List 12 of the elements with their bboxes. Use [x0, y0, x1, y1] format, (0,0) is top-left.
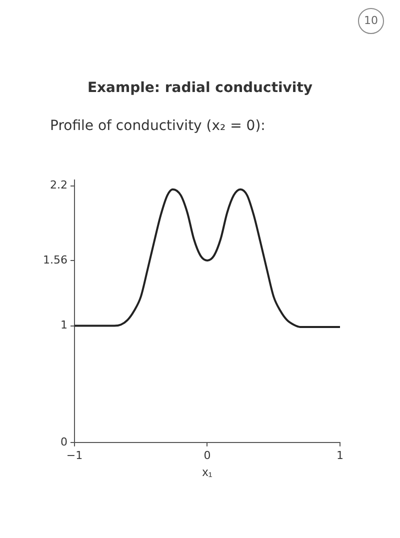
y-tick-label: 2.2 [50, 178, 68, 192]
text: 10 [358, 8, 384, 34]
y-tick-label: 1 [60, 318, 68, 332]
x-axis-title: x₁ [202, 465, 212, 480]
chart-subtitle: Profile of conductivity (x₂ = 0): [50, 118, 266, 134]
y-tick-label: 0 [60, 435, 68, 448]
x-tick-label: −1 [66, 448, 83, 462]
y-tick-label: 1.56 [42, 253, 68, 266]
x-tick-label: 1 [336, 448, 344, 462]
chart-title: Example: radial conductivity [86, 80, 314, 96]
x-tick-label: 0 [204, 448, 211, 462]
line-series [74, 188, 340, 328]
